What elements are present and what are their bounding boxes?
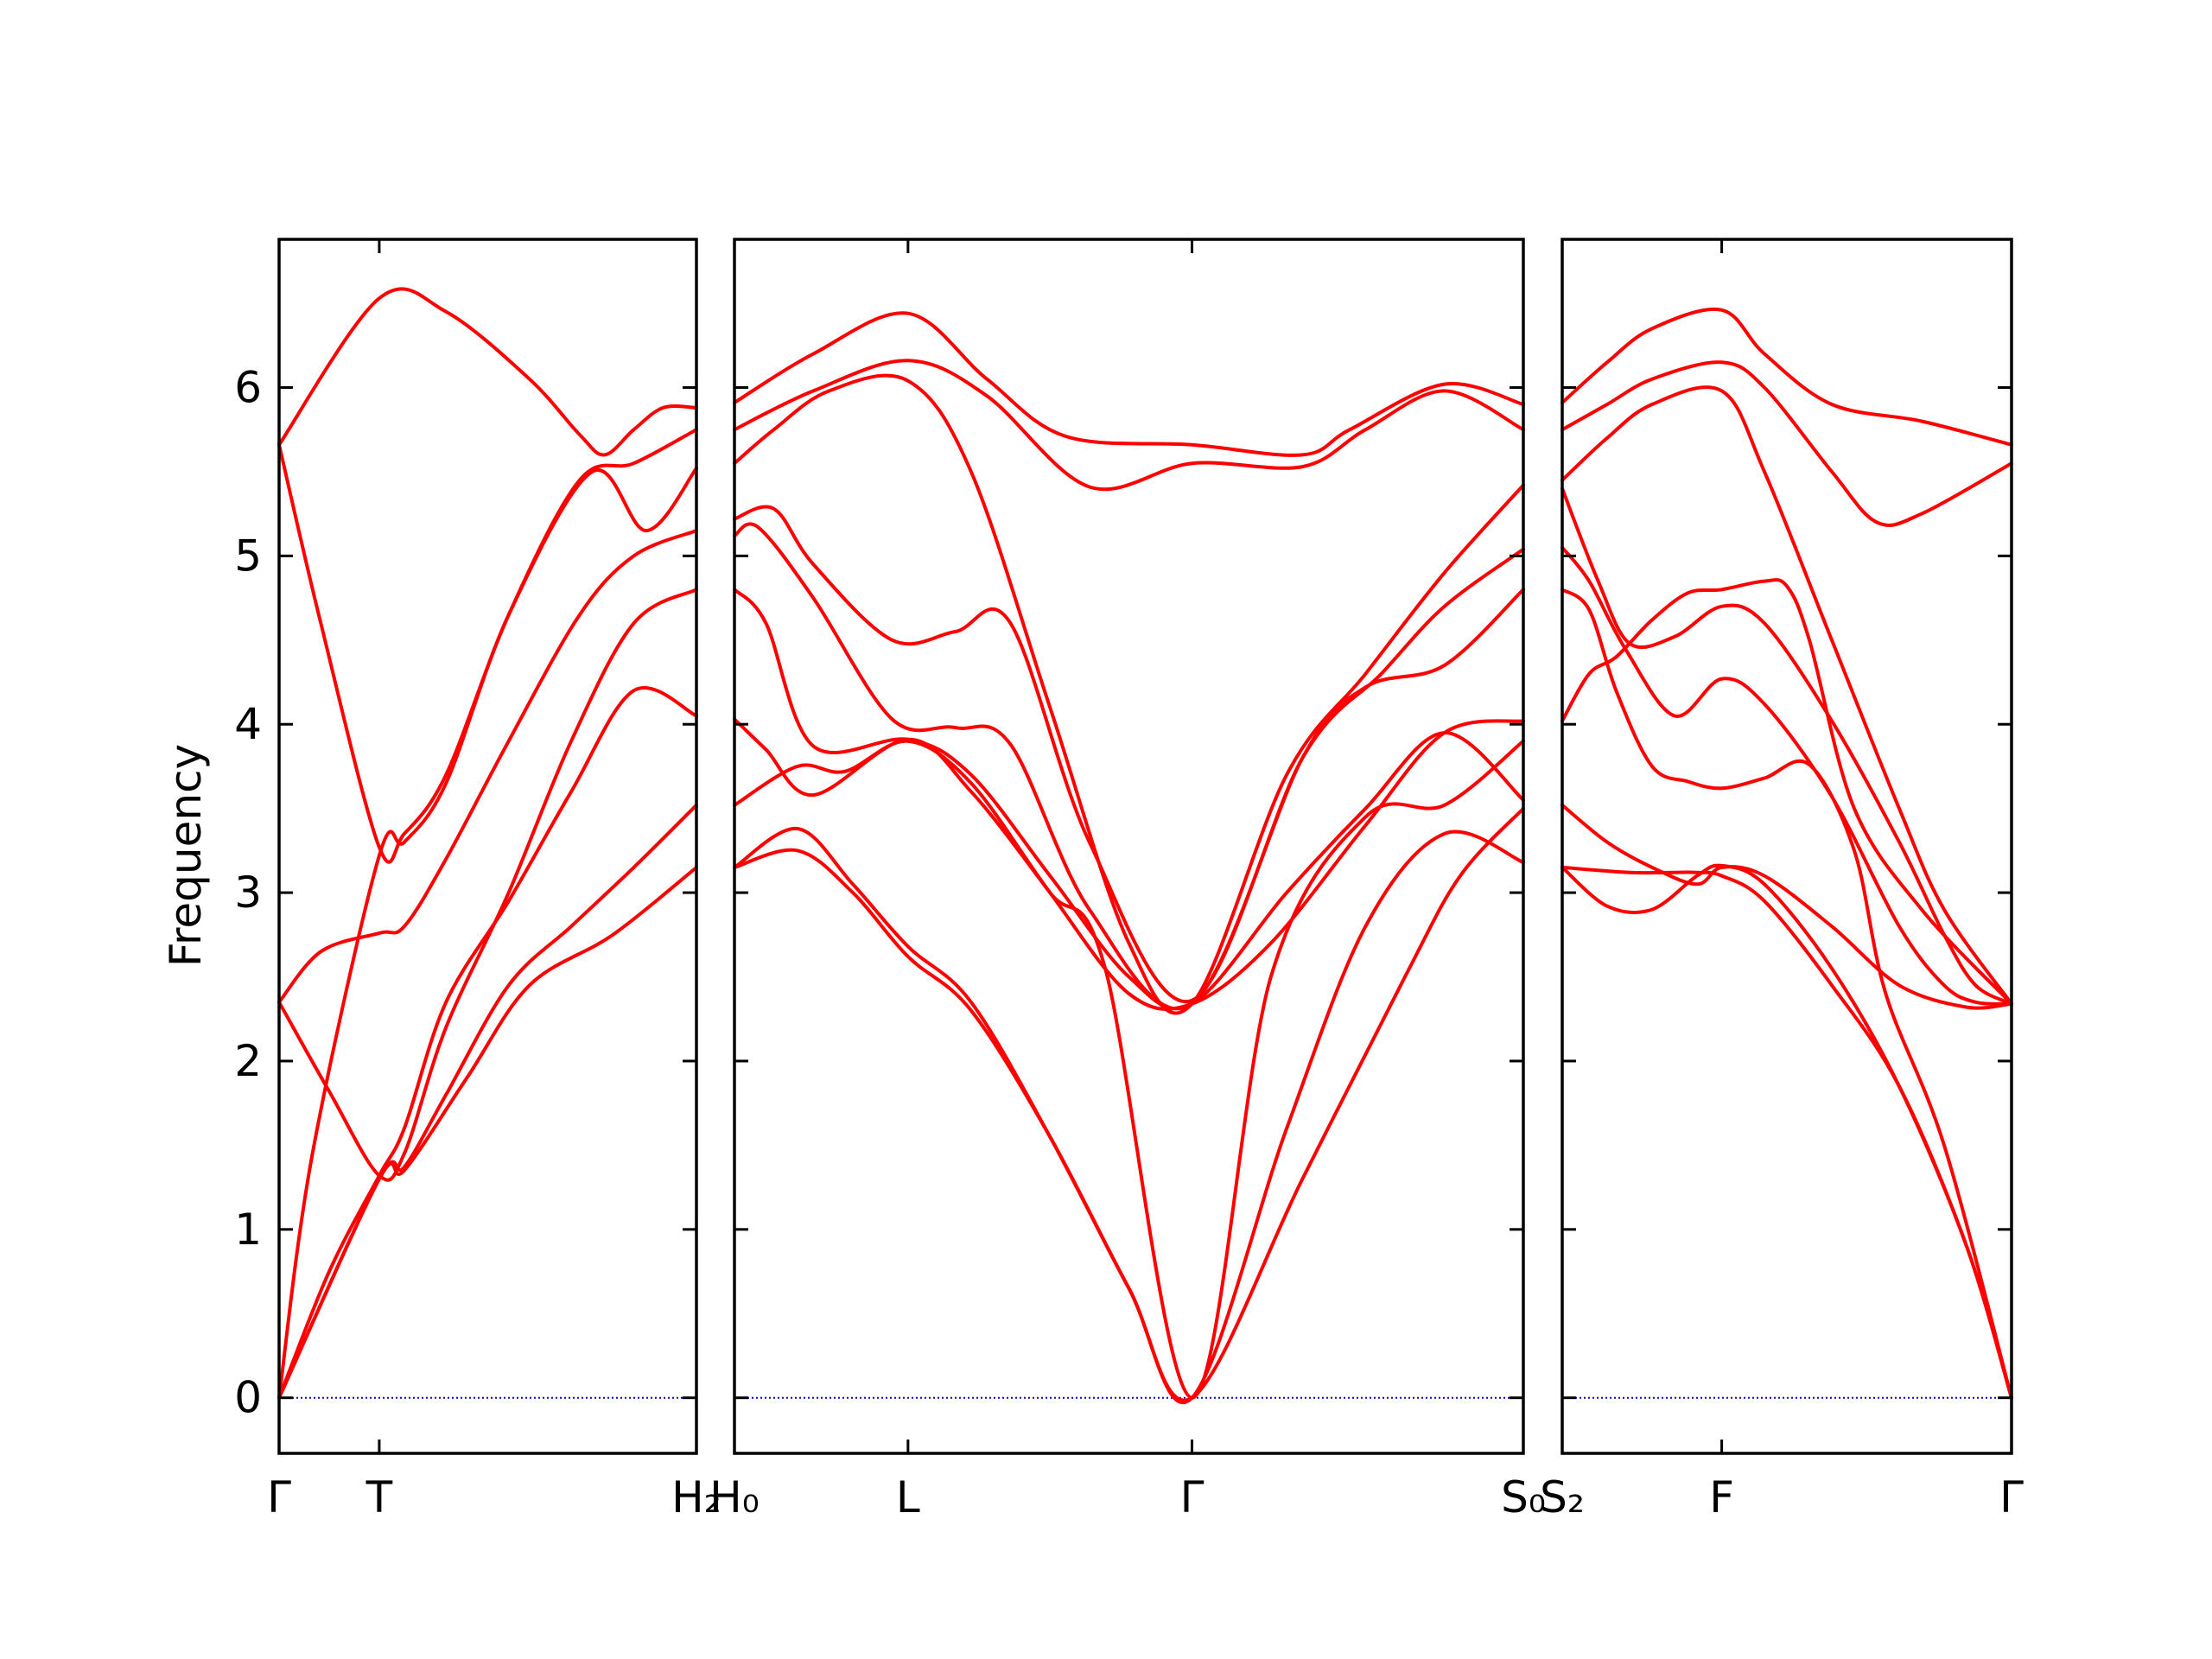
band-6 (277, 686, 698, 1400)
band-3 (277, 467, 698, 1400)
band-7 (1560, 578, 2013, 1006)
x-tick-label: S₀ (1501, 1472, 1546, 1522)
band-10 (1560, 865, 2013, 1400)
x-tick-label: H₂ (671, 1472, 721, 1522)
band-7 (277, 803, 698, 1400)
panel-3: S₂ F Γ (1540, 238, 2024, 1522)
band-4 (277, 529, 698, 1004)
y-tick-label: 4 (234, 699, 262, 749)
band-2 (277, 428, 698, 864)
band-3 (1560, 385, 2013, 1006)
y-tick-label: 6 (234, 362, 262, 412)
band-5 (733, 522, 1525, 1011)
band-5 (277, 588, 698, 1182)
x-tick-label: T (365, 1472, 393, 1522)
band-1 (733, 311, 1525, 457)
x-tick-label: L (896, 1472, 920, 1522)
x-tick-label: F (1709, 1472, 1734, 1522)
y-tick-label: 5 (234, 531, 262, 581)
x-tick-label: H₀ (709, 1472, 760, 1522)
y-tick-label: 0 (234, 1373, 262, 1423)
band-5 (1560, 545, 2013, 1006)
band-2 (733, 359, 1525, 492)
band-4 (733, 505, 1525, 1004)
panel-1: 0 1 2 3 4 5 6 Γ T H₂ (234, 238, 721, 1522)
band-1 (277, 287, 698, 457)
x-tick-label: Γ (1180, 1472, 1205, 1522)
band-9 (733, 826, 1525, 1405)
y-tick-label: 1 (234, 1205, 262, 1255)
x-tick-label: Γ (1999, 1472, 2024, 1522)
panel-frame (277, 238, 698, 1455)
y-tick-label: 2 (234, 1036, 262, 1086)
panel-frame (1560, 238, 2013, 1455)
x-tick-label: Γ (267, 1472, 291, 1522)
band-8 (733, 717, 1525, 1400)
band-9 (1560, 863, 2013, 1400)
panel-frame (733, 238, 1525, 1455)
band-2 (1560, 360, 2013, 527)
panel-2: H₀ L Γ S₀ (709, 238, 1546, 1522)
x-tick-label: S₂ (1540, 1472, 1585, 1522)
band-6 (733, 588, 1525, 1011)
band-6 (1560, 588, 2013, 1400)
band-1 (1560, 307, 2013, 447)
band-3 (733, 373, 1525, 1015)
y-axis-label: Frequency (161, 744, 211, 967)
band-8 (1560, 803, 2013, 1010)
band-8 (277, 865, 698, 1400)
y-tick-label: 3 (234, 868, 262, 918)
band-10 (733, 806, 1525, 1402)
